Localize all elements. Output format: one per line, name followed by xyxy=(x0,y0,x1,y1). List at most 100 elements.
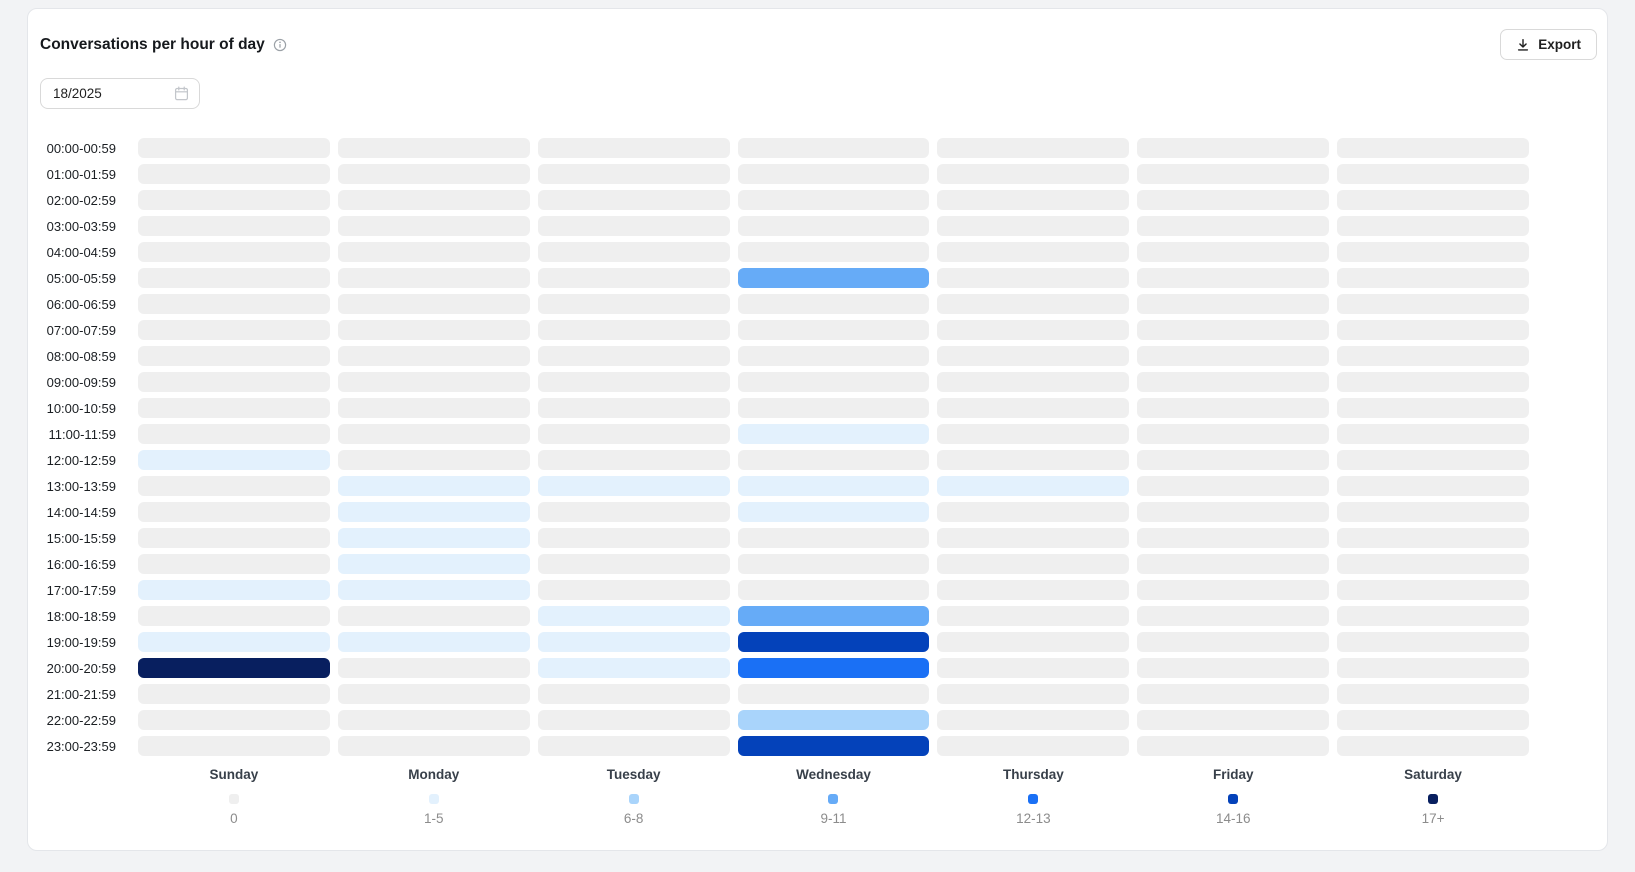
heatmap-cell[interactable] xyxy=(537,658,730,678)
heatmap-cell[interactable] xyxy=(337,190,530,210)
heatmap-cell[interactable] xyxy=(537,710,730,730)
heatmap-cell[interactable] xyxy=(737,554,930,574)
heatmap-cell[interactable] xyxy=(1137,320,1330,340)
heatmap-cell[interactable] xyxy=(337,528,530,548)
heatmap-cell[interactable] xyxy=(138,658,330,678)
heatmap-cell[interactable] xyxy=(1137,476,1330,496)
heatmap-cell[interactable] xyxy=(337,502,530,522)
heatmap-cell[interactable] xyxy=(138,320,330,340)
heatmap-cell[interactable] xyxy=(737,320,930,340)
heatmap-cell[interactable] xyxy=(737,476,930,496)
heatmap-cell[interactable] xyxy=(138,710,330,730)
heatmap-cell[interactable] xyxy=(1337,398,1529,418)
heatmap-cell[interactable] xyxy=(537,242,730,262)
heatmap-cell[interactable] xyxy=(1137,424,1330,444)
heatmap-cell[interactable] xyxy=(937,554,1130,574)
heatmap-cell[interactable] xyxy=(1137,372,1330,392)
heatmap-cell[interactable] xyxy=(537,216,730,236)
heatmap-cell[interactable] xyxy=(737,632,930,652)
heatmap-cell[interactable] xyxy=(1137,502,1330,522)
heatmap-cell[interactable] xyxy=(1137,658,1330,678)
heatmap-cell[interactable] xyxy=(537,164,730,184)
heatmap-cell[interactable] xyxy=(138,736,330,756)
heatmap-cell[interactable] xyxy=(138,606,330,626)
heatmap-cell[interactable] xyxy=(1137,216,1330,236)
heatmap-cell[interactable] xyxy=(138,424,330,444)
heatmap-cell[interactable] xyxy=(737,736,930,756)
heatmap-cell[interactable] xyxy=(537,320,730,340)
heatmap-cell[interactable] xyxy=(1337,294,1529,314)
heatmap-cell[interactable] xyxy=(537,424,730,444)
week-picker[interactable] xyxy=(40,78,200,109)
heatmap-cell[interactable] xyxy=(937,450,1130,470)
heatmap-cell[interactable] xyxy=(737,294,930,314)
heatmap-cell[interactable] xyxy=(537,138,730,158)
heatmap-cell[interactable] xyxy=(937,736,1130,756)
heatmap-cell[interactable] xyxy=(937,372,1130,392)
heatmap-cell[interactable] xyxy=(138,164,330,184)
heatmap-cell[interactable] xyxy=(337,554,530,574)
heatmap-cell[interactable] xyxy=(337,320,530,340)
heatmap-cell[interactable] xyxy=(737,580,930,600)
heatmap-cell[interactable] xyxy=(138,268,330,288)
info-icon[interactable] xyxy=(273,38,287,52)
heatmap-cell[interactable] xyxy=(1337,450,1529,470)
heatmap-cell[interactable] xyxy=(737,710,930,730)
heatmap-cell[interactable] xyxy=(1137,450,1330,470)
heatmap-cell[interactable] xyxy=(1137,606,1330,626)
heatmap-cell[interactable] xyxy=(537,476,730,496)
heatmap-cell[interactable] xyxy=(337,398,530,418)
heatmap-cell[interactable] xyxy=(537,632,730,652)
heatmap-cell[interactable] xyxy=(1137,138,1330,158)
heatmap-cell[interactable] xyxy=(138,632,330,652)
heatmap-cell[interactable] xyxy=(337,164,530,184)
heatmap-cell[interactable] xyxy=(537,684,730,704)
heatmap-cell[interactable] xyxy=(337,684,530,704)
heatmap-cell[interactable] xyxy=(1337,554,1529,574)
heatmap-cell[interactable] xyxy=(537,372,730,392)
heatmap-cell[interactable] xyxy=(737,450,930,470)
heatmap-cell[interactable] xyxy=(537,268,730,288)
heatmap-cell[interactable] xyxy=(1337,268,1529,288)
heatmap-cell[interactable] xyxy=(1337,658,1529,678)
heatmap-cell[interactable] xyxy=(337,476,530,496)
export-button[interactable]: Export xyxy=(1500,29,1597,60)
heatmap-cell[interactable] xyxy=(937,164,1130,184)
heatmap-cell[interactable] xyxy=(1137,684,1330,704)
heatmap-cell[interactable] xyxy=(1137,242,1330,262)
heatmap-cell[interactable] xyxy=(937,684,1130,704)
heatmap-cell[interactable] xyxy=(737,398,930,418)
heatmap-cell[interactable] xyxy=(537,554,730,574)
heatmap-cell[interactable] xyxy=(337,424,530,444)
heatmap-cell[interactable] xyxy=(1337,632,1529,652)
heatmap-cell[interactable] xyxy=(337,242,530,262)
heatmap-cell[interactable] xyxy=(1337,476,1529,496)
heatmap-cell[interactable] xyxy=(1337,424,1529,444)
heatmap-cell[interactable] xyxy=(337,450,530,470)
heatmap-cell[interactable] xyxy=(1337,736,1529,756)
heatmap-cell[interactable] xyxy=(1337,320,1529,340)
heatmap-cell[interactable] xyxy=(1137,268,1330,288)
heatmap-cell[interactable] xyxy=(138,684,330,704)
heatmap-cell[interactable] xyxy=(537,294,730,314)
heatmap-cell[interactable] xyxy=(937,320,1130,340)
heatmap-cell[interactable] xyxy=(1137,398,1330,418)
heatmap-cell[interactable] xyxy=(337,268,530,288)
heatmap-cell[interactable] xyxy=(1137,710,1330,730)
heatmap-cell[interactable] xyxy=(737,268,930,288)
heatmap-cell[interactable] xyxy=(937,294,1130,314)
heatmap-cell[interactable] xyxy=(1337,502,1529,522)
heatmap-cell[interactable] xyxy=(337,294,530,314)
heatmap-cell[interactable] xyxy=(937,476,1130,496)
heatmap-cell[interactable] xyxy=(1337,164,1529,184)
heatmap-cell[interactable] xyxy=(937,190,1130,210)
heatmap-cell[interactable] xyxy=(138,138,330,158)
heatmap-cell[interactable] xyxy=(138,554,330,574)
heatmap-cell[interactable] xyxy=(737,684,930,704)
heatmap-cell[interactable] xyxy=(1137,554,1330,574)
heatmap-cell[interactable] xyxy=(337,138,530,158)
heatmap-cell[interactable] xyxy=(1337,606,1529,626)
heatmap-cell[interactable] xyxy=(138,398,330,418)
heatmap-cell[interactable] xyxy=(1137,528,1330,548)
heatmap-cell[interactable] xyxy=(337,710,530,730)
